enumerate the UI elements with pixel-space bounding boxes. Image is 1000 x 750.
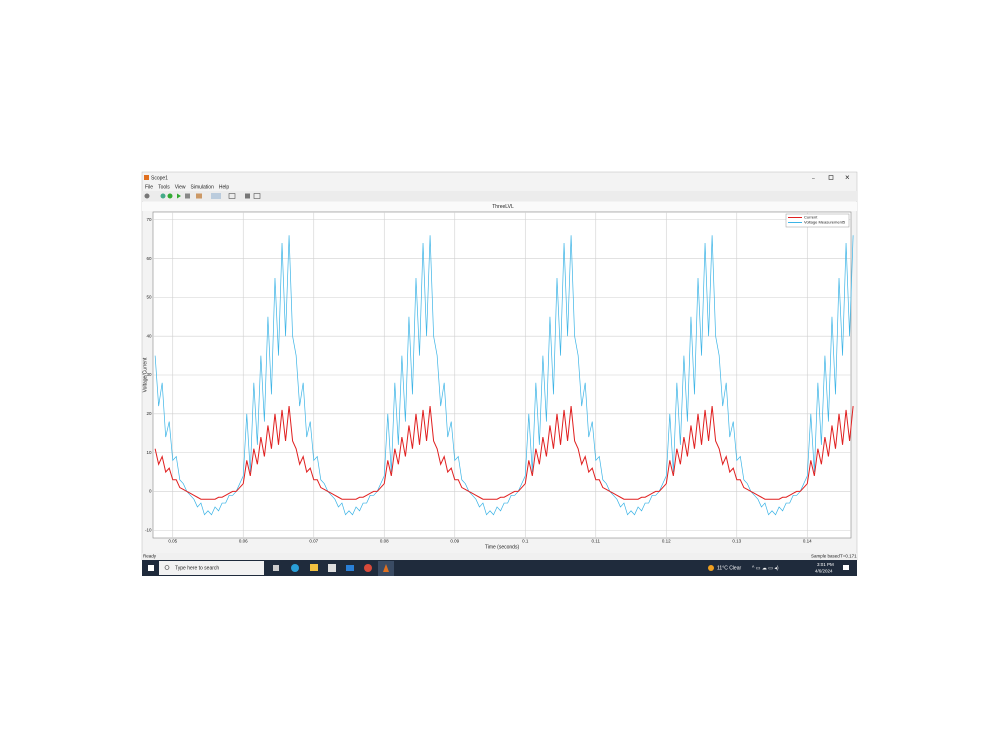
menu-item[interactable]: File: [145, 184, 153, 190]
x-tick-label: 0.12: [662, 539, 671, 544]
clock-time: 3:01 PM: [817, 562, 834, 567]
tray-icons[interactable]: ^ ▭ ☁ ▭ ◂): [752, 565, 779, 571]
toolbar-icons: [144, 193, 261, 199]
toolbar: [142, 191, 857, 201]
search-box[interactable]: [159, 561, 264, 575]
search-icon: [164, 565, 170, 570]
app-icon: [144, 175, 149, 180]
x-tick-label: 0.05: [168, 539, 177, 544]
y-tick-label: 60: [146, 256, 152, 261]
menu-bar: File Tools View Simulation Help: [145, 184, 229, 190]
menu-item[interactable]: View: [175, 184, 186, 190]
series-line: [154, 235, 854, 516]
legend-label: Voltage Measurement5: [804, 220, 846, 225]
y-tick-label: 50: [146, 295, 152, 300]
start-button[interactable]: [148, 565, 154, 571]
status-time: T=0.171: [840, 554, 857, 559]
x-tick-label: 0.11: [592, 539, 601, 544]
y-tick-label: 70: [146, 217, 152, 222]
x-axis-label: Time (seconds): [485, 544, 520, 550]
weather-icon: [708, 565, 714, 571]
x-tick-label: 0.13: [732, 539, 741, 544]
y-tick-label: -10: [145, 527, 152, 532]
x-tick-label: 0.09: [450, 539, 459, 544]
task-view-button[interactable]: [273, 565, 279, 571]
y-tick-label: 10: [146, 450, 152, 455]
restore-button[interactable]: [828, 175, 834, 180]
notifications-button[interactable]: [843, 565, 849, 570]
run-button[interactable]: [167, 193, 173, 199]
status-bar: [142, 553, 857, 560]
status-mode: Sample based: [811, 554, 840, 559]
chrome-app[interactable]: [364, 564, 372, 572]
mail-app[interactable]: [346, 565, 354, 571]
cursor-button[interactable]: [245, 193, 250, 199]
highlight-button[interactable]: [196, 193, 202, 199]
legend-label: Current: [804, 215, 818, 220]
clock-date: 4/6/2024: [815, 569, 833, 574]
window-title: Scope1: [151, 175, 168, 181]
x-tick-label: 0.07: [309, 539, 318, 544]
y-tick-label: 0: [149, 489, 152, 494]
step-back-button[interactable]: [160, 193, 166, 199]
chart-title: ThreeLVL: [492, 204, 514, 210]
y-axis-label: Voltage/Current: [142, 357, 148, 392]
y-tick-label: 20: [146, 411, 152, 416]
y-tick-label: 40: [146, 333, 152, 338]
close-button[interactable]: ×: [845, 173, 850, 182]
matlab-icon: [383, 564, 389, 572]
x-tick-label: 0.08: [380, 539, 389, 544]
settings-button[interactable]: [144, 193, 150, 199]
series-lines: [154, 235, 854, 516]
measure-button[interactable]: [253, 193, 261, 199]
explorer-app[interactable]: [310, 564, 318, 571]
store-app[interactable]: [328, 564, 336, 572]
series-line: [154, 405, 854, 500]
y-tick-label: 30: [146, 372, 152, 377]
stop-button[interactable]: [185, 193, 190, 199]
taskbar: [142, 560, 857, 576]
weather-text: 11°C Clear: [717, 565, 741, 571]
step-button[interactable]: [177, 193, 181, 199]
plot-title-bar: [142, 202, 857, 211]
menu-item[interactable]: Simulation: [191, 184, 215, 190]
search-placeholder: Type here to search: [175, 565, 219, 571]
taskbar-apps: [273, 561, 394, 576]
x-tick-label: 0.1: [522, 539, 529, 544]
x-tick-label: 0.14: [803, 539, 812, 544]
zoom-button[interactable]: [211, 193, 221, 199]
menu-item[interactable]: Tools: [158, 184, 170, 190]
status-text: Ready: [143, 554, 157, 559]
minimize-button[interactable]: –: [812, 175, 815, 181]
x-tick-label: 0.06: [239, 539, 248, 544]
scale-button[interactable]: [228, 193, 236, 199]
menu-item[interactable]: Help: [219, 184, 230, 190]
edge-app[interactable]: [291, 564, 299, 572]
